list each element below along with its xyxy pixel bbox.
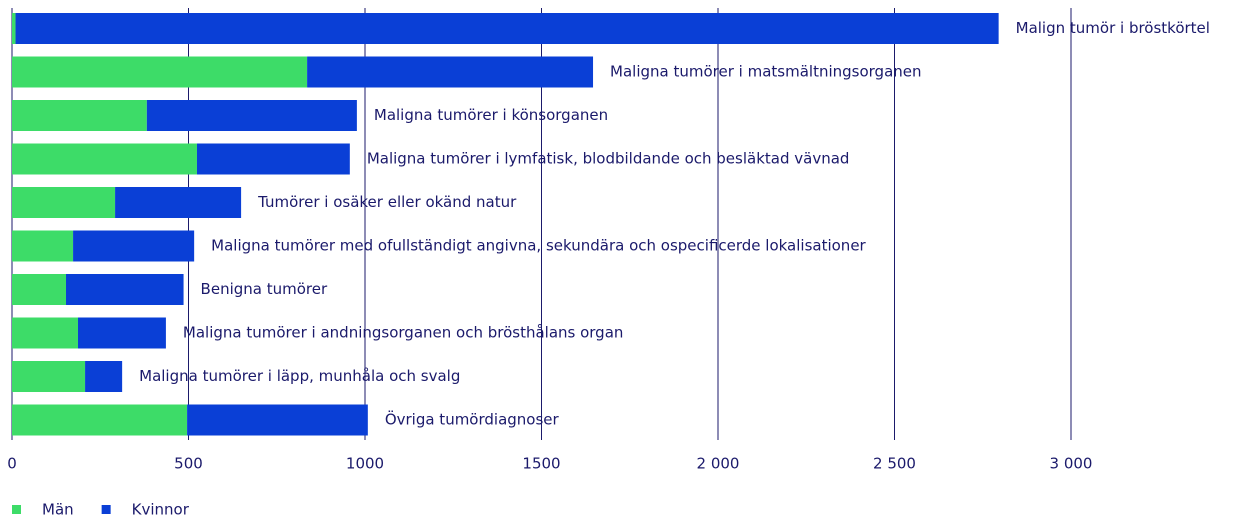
x-tick-label: 2 000 <box>697 455 740 473</box>
x-tick-label: 500 <box>174 455 203 473</box>
bar <box>12 361 86 392</box>
bar <box>307 56 594 88</box>
category-label: Malign tumör i bröstkörtel <box>1016 19 1210 37</box>
bar <box>85 361 123 392</box>
category-label: Benigna tumörer <box>201 280 328 298</box>
bar <box>115 187 242 218</box>
bar <box>73 230 195 262</box>
x-tick-label: 2 500 <box>873 455 916 473</box>
bar <box>12 56 308 88</box>
bar <box>12 143 197 175</box>
legend-label: Män <box>42 501 74 519</box>
bar <box>12 317 79 349</box>
category-label: Maligna tumörer i matsmältningsorganen <box>610 63 921 81</box>
bar <box>12 100 147 131</box>
bar <box>12 187 116 218</box>
category-label: Maligna tumörer i andningsorganen och br… <box>183 324 624 342</box>
bar <box>66 274 184 305</box>
bar <box>15 13 999 44</box>
x-tick-label: 1000 <box>346 455 384 473</box>
bar <box>187 404 368 436</box>
category-label: Tumörer i osäker eller okänd natur <box>257 193 517 211</box>
x-tick-label: 0 <box>7 455 17 473</box>
legend-swatch <box>12 505 21 514</box>
legend-label: Kvinnor <box>132 501 190 519</box>
category-label: Maligna tumörer med ofullständigt angivn… <box>211 237 866 255</box>
bar <box>12 404 188 436</box>
bar <box>146 100 357 131</box>
category-label: Maligna tumörer i könsorganen <box>374 106 608 124</box>
category-label: Övriga tumördiagnoser <box>385 410 560 429</box>
bar <box>78 317 166 349</box>
bar <box>12 230 74 262</box>
x-tick-label: 1500 <box>522 455 560 473</box>
legend-swatch <box>101 505 111 514</box>
category-label: Maligna tumörer i lymfatisk, blodbildand… <box>367 150 850 168</box>
bar <box>12 13 16 44</box>
bar <box>196 143 350 175</box>
x-tick-label: 3 000 <box>1050 455 1093 473</box>
category-label: Maligna tumörer i läpp, munhåla och sval… <box>139 367 460 385</box>
bar <box>12 274 67 305</box>
